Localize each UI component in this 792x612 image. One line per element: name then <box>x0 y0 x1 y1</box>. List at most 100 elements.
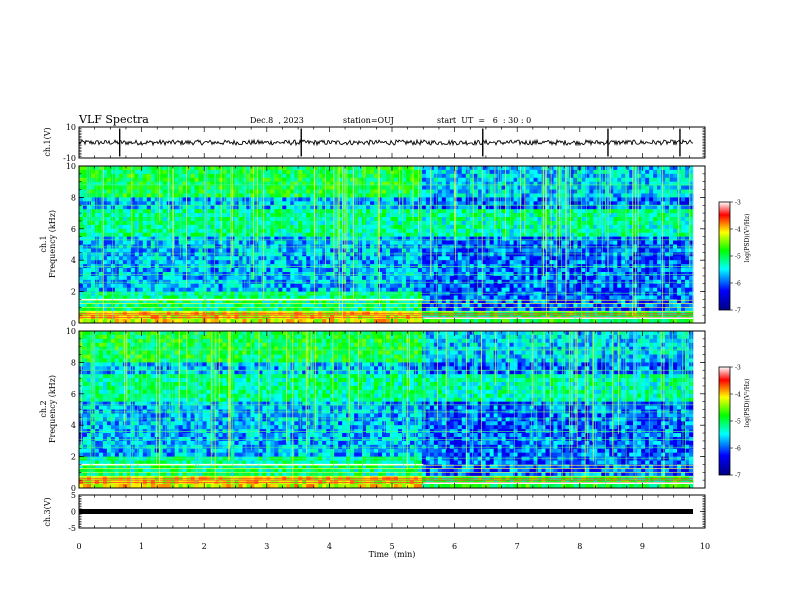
spectrogram-cell <box>86 217 92 222</box>
spectrogram-cell <box>314 291 319 296</box>
spectrogram-cell <box>110 256 116 261</box>
spectrogram-cell <box>389 209 395 214</box>
spectrogram-cell <box>254 193 259 198</box>
spectrogram-cell <box>601 268 606 273</box>
spectrogram-cell <box>258 220 263 226</box>
spectrogram-cell <box>302 291 307 296</box>
spectrogram-cell <box>477 283 482 288</box>
spectrogram-cell <box>477 193 482 198</box>
spectrogram-cell <box>386 173 391 179</box>
spectrogram-cell <box>106 189 112 194</box>
spectrogram-cell <box>441 166 447 171</box>
spectrogram-cell <box>457 268 463 273</box>
spectrogram-cell <box>150 173 156 179</box>
spectrogram-cell <box>354 205 359 210</box>
spectrogram-cell <box>449 220 455 226</box>
spectrogram-cell <box>653 228 658 234</box>
spectrogram-cell <box>294 248 299 253</box>
spectrogram-cell <box>573 260 578 265</box>
spectrogram-cell <box>238 166 243 171</box>
spectrogram-cell <box>306 201 311 206</box>
spectrogram-cell <box>270 252 275 257</box>
spectrogram-cell <box>545 283 550 288</box>
spectrogram-cell <box>533 217 538 222</box>
spectrogram-cell <box>234 181 239 186</box>
spectrogram-cell <box>473 252 478 257</box>
spectrogram-cell <box>238 291 243 296</box>
spectrogram-cell <box>673 193 678 198</box>
spectrogram-cell <box>386 256 391 261</box>
spectrogram-cell <box>370 209 375 214</box>
spectrogram-cell <box>286 256 291 261</box>
spectrogram-cell <box>641 256 646 261</box>
spectrogram-cell <box>577 228 582 234</box>
spectrogram-cell <box>529 287 534 292</box>
spectrogram-cell <box>485 252 490 257</box>
spectrogram-cell <box>613 193 618 198</box>
spectrogram-cell <box>653 205 658 210</box>
spectrogram-cell <box>186 232 191 237</box>
spectrogram-cell <box>645 177 650 182</box>
spectrogram-cell <box>645 287 650 292</box>
spectrogram-cell <box>689 166 694 171</box>
spectrogram-cell <box>262 166 267 171</box>
spectrogram-cell <box>601 283 606 288</box>
spectrogram-cell <box>497 268 502 273</box>
spectrogram-cell <box>405 169 411 175</box>
spectrogram-cell <box>114 217 120 222</box>
spectrogram-cell <box>302 248 307 253</box>
spectrogram-cell <box>262 260 267 265</box>
spectrogram-cell <box>194 283 199 288</box>
spectrogram-cell <box>641 181 646 186</box>
spectrogram-cell <box>294 275 299 281</box>
spectrogram-cell <box>354 220 359 226</box>
spectrogram-cell <box>417 232 423 237</box>
spectrogram-cell <box>605 287 610 292</box>
spectrogram-cell <box>182 224 187 230</box>
spectrogram-cell <box>565 275 570 281</box>
spectrogram-cell <box>641 173 646 179</box>
spectrogram-cell <box>290 177 295 182</box>
spectrogram-cell <box>382 240 387 245</box>
spectrogram-cell <box>162 260 168 265</box>
spectrogram-cell <box>322 213 327 218</box>
spectrogram-cell <box>421 260 427 265</box>
spectrogram-cell <box>689 268 694 273</box>
spectrogram-cell <box>413 240 419 245</box>
spectrogram-cell <box>278 260 283 265</box>
spectrogram-cell <box>485 166 490 171</box>
spectrogram-cell <box>218 209 223 214</box>
spectrogram-cell <box>122 197 128 202</box>
spectrogram-cell <box>358 236 363 241</box>
spectrogram-cell <box>549 275 554 281</box>
spectrogram-cell <box>497 181 502 186</box>
spectrogram-cell <box>338 287 343 292</box>
spectrogram-cell <box>310 287 315 292</box>
spectrogram-cell <box>641 220 646 226</box>
spectrogram-cell <box>138 232 144 237</box>
spectrogram-cell <box>146 169 152 175</box>
spectrogram-cell <box>641 260 646 265</box>
spectrogram-cell <box>162 213 168 218</box>
spectrogram-cell <box>210 236 215 241</box>
spectrogram-cell <box>397 173 403 179</box>
spectrogram-cell <box>425 217 431 222</box>
spectrogram-cell <box>501 166 506 171</box>
spectrogram-cell <box>166 240 171 245</box>
spectrogram-cell <box>206 256 211 261</box>
spectrogram-cell <box>449 224 455 230</box>
spectrogram-cell <box>565 268 570 273</box>
spectrogram-cell <box>122 177 128 182</box>
spectrogram-cell <box>445 268 451 273</box>
spectrogram-cell <box>138 166 144 171</box>
spectrogram-cell <box>413 268 419 273</box>
spectrogram-cell <box>437 181 443 186</box>
spectrogram-cell <box>114 169 120 175</box>
spectrogram-cell <box>358 177 363 182</box>
spectrogram-cell <box>421 224 427 230</box>
spectrogram-cell <box>537 173 542 179</box>
spectrogram-cell <box>370 252 375 257</box>
spectrogram-cell <box>625 228 630 234</box>
spectrogram-cell <box>202 217 207 222</box>
spectrogram-cell <box>110 217 116 222</box>
